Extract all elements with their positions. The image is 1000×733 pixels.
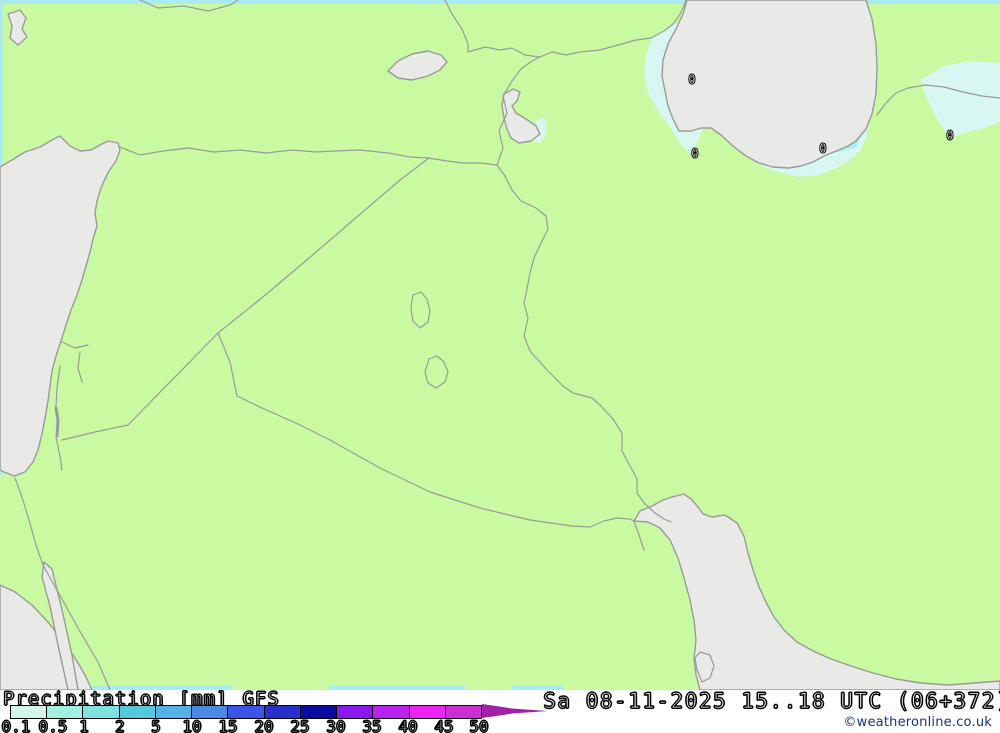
legend-cell	[300, 706, 338, 718]
legend-tick-label: 50	[469, 716, 489, 733]
legend-cell	[264, 706, 301, 718]
top-edge-strip	[0, 0, 687, 4]
legend-cell	[119, 706, 156, 718]
legend-title: Precipitation [mm] GFS	[2, 687, 294, 710]
copyright-text: ©weatheronline.co.uk	[843, 715, 992, 730]
legend-tick-label: 35	[362, 716, 382, 733]
legend-tick-label: 0.1	[1, 716, 31, 733]
legend-cell	[409, 706, 446, 718]
model-label: GFS	[242, 687, 280, 710]
legend-cell	[11, 706, 48, 718]
product-label: Precipitation	[2, 687, 165, 710]
legend-cell	[337, 706, 374, 718]
legend-tick-label: 5	[151, 716, 162, 733]
precip-value-zero: 0	[691, 147, 699, 162]
legend-tick-label: 15	[218, 716, 238, 733]
legend-cell	[83, 706, 120, 718]
top-edge-strip-right	[866, 0, 1000, 4]
legend-cell	[47, 706, 84, 718]
country-borders	[14, 0, 1000, 690]
precip-value-zero: 0	[946, 129, 954, 144]
legend-cell	[192, 706, 229, 718]
color-scale	[10, 705, 482, 719]
legend-tick-label: 45	[434, 716, 454, 733]
precipitation-map: 0 0 0 0	[0, 0, 1000, 690]
precip-value-labels: 0 0 0 0	[688, 73, 955, 163]
legend-tick-label: 10	[182, 716, 202, 733]
legend-tick-label: 25	[290, 716, 310, 733]
legend-tick-label: 30	[326, 716, 346, 733]
legend-tick-label: 1	[79, 716, 90, 733]
legend-tick-label: 0.5	[38, 716, 68, 733]
precip-value-zero: 0	[688, 73, 696, 88]
forecast-datetime: Sa 08-11-2025 15..18 UTC (06+372)	[543, 688, 1000, 713]
legend-cell	[373, 706, 410, 718]
bottom-edge-strip	[330, 686, 465, 690]
scale-overflow-arrow-icon	[482, 704, 548, 718]
precipitation-area-east-caspian	[920, 61, 1000, 138]
legend-bar: Precipitation [mm] GFS Sa 08-11-2025 15..1…	[0, 687, 1000, 733]
legend-cell	[155, 706, 193, 718]
unit-label: [mm]	[178, 687, 229, 710]
legend-cell	[228, 706, 265, 718]
legend-tick-label: 20	[254, 716, 274, 733]
bottom-edge-strip	[33, 686, 232, 690]
legend-cell	[445, 706, 482, 718]
scale-tick-labels: 0.1 0.5 1 2 5 10 15 20 25 30 35 40 45 50	[0, 716, 560, 733]
bottom-edge-strip	[512, 686, 563, 690]
legend-tick-label: 40	[398, 716, 418, 733]
map-area: 0 0 0 0	[0, 0, 1000, 690]
precip-value-zero: 0	[819, 142, 827, 157]
legend-tick-label: 2	[115, 716, 126, 733]
